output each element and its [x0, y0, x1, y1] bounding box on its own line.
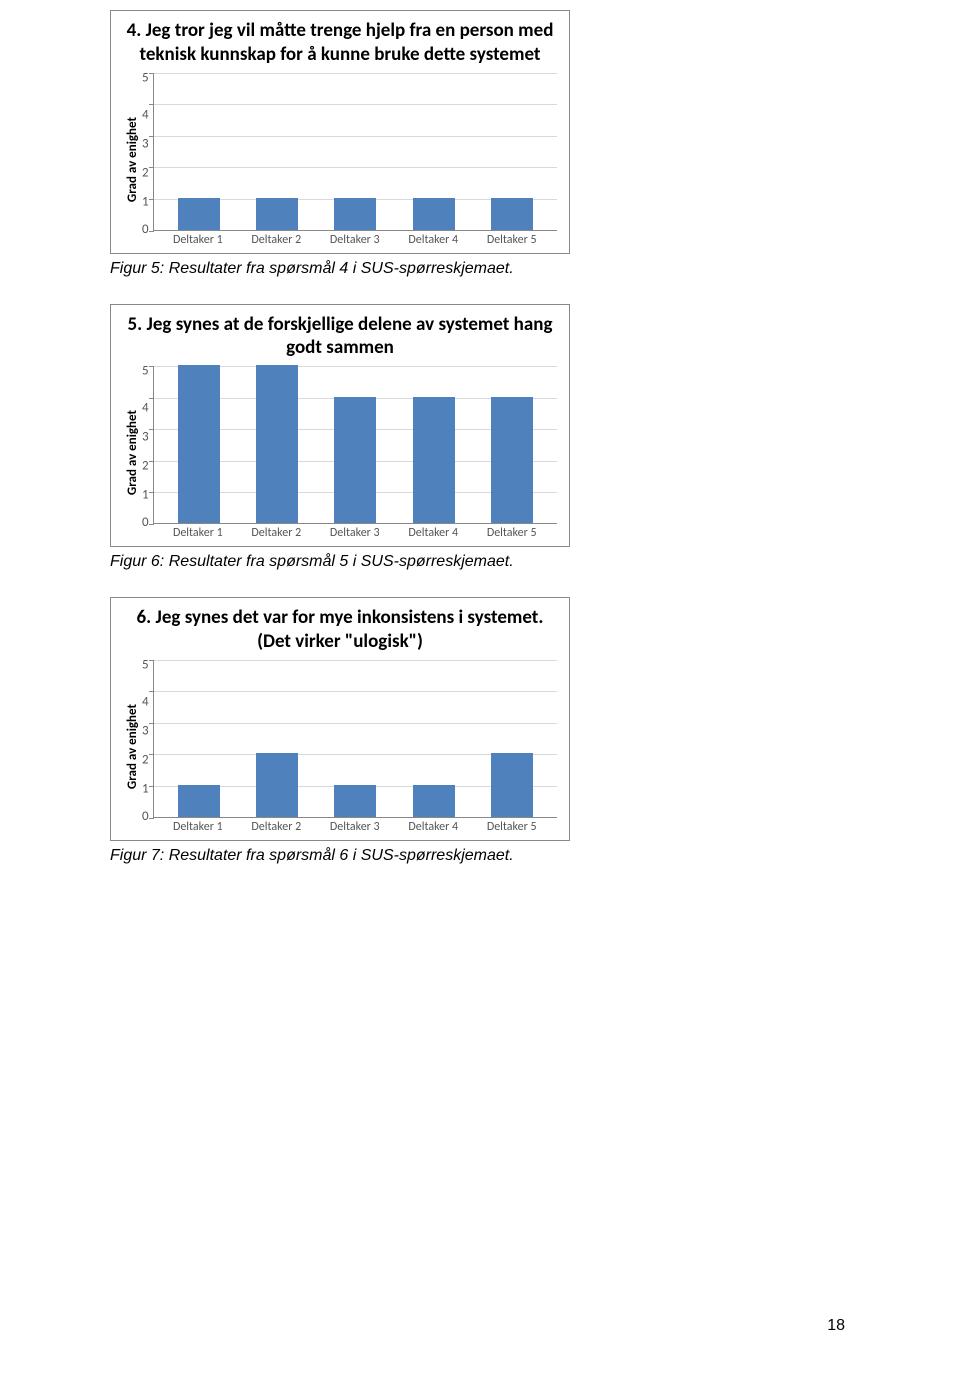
bar — [491, 198, 533, 230]
x-tick-labels: Deltaker 1 Deltaker 2 Deltaker 3 Deltaker 4… — [153, 524, 557, 540]
y-axis-label: Grad av enighet — [123, 117, 142, 202]
bar — [491, 397, 533, 523]
charts-container: 4. Jeg tror jeg vil måtte trenge hjelp f… — [110, 10, 960, 865]
y-tick-label: 1 — [142, 195, 149, 208]
x-tick-label: Deltaker 4 — [403, 233, 463, 247]
y-tick-label: 2 — [142, 166, 149, 179]
y-tick-label: 1 — [142, 782, 149, 795]
y-tick-labels: 543210 — [142, 660, 153, 818]
y-axis-label: Grad av enighet — [123, 704, 142, 789]
plot-area — [153, 660, 557, 818]
x-tick-label: Deltaker 5 — [482, 526, 542, 540]
bars-group — [154, 73, 557, 230]
y-tick-label: 2 — [142, 460, 149, 473]
bar — [178, 785, 220, 817]
plot-wrap: Grad av enighet543210Deltaker 1Deltaker … — [123, 660, 557, 834]
bar — [256, 198, 298, 230]
y-tick-label: 3 — [142, 724, 149, 737]
x-tick-label: Deltaker 3 — [325, 526, 385, 540]
bar — [178, 365, 220, 523]
y-tick-mark — [149, 231, 154, 232]
y-tick-label: 4 — [142, 108, 149, 121]
x-tick-label: Deltaker 1 — [168, 526, 228, 540]
plot-column: Deltaker 1 Deltaker 2 Deltaker 3 Deltaker 4… — [153, 73, 557, 247]
x-tick-labels: Deltaker 1 Deltaker 2 Deltaker 3 Deltaker 4… — [153, 231, 557, 247]
x-tick-label: Deltaker 4 — [403, 820, 463, 834]
y-axis-label: Grad av enighet — [123, 410, 142, 495]
y-tick-label: 0 — [142, 223, 149, 236]
x-tick-label: Deltaker 3 — [325, 820, 385, 834]
bar — [413, 785, 455, 817]
y-tick-label: 3 — [142, 431, 149, 444]
y-tick-label: 0 — [142, 810, 149, 823]
x-tick-label: Deltaker 2 — [246, 526, 306, 540]
bar — [334, 397, 376, 523]
bar — [256, 753, 298, 816]
bar — [334, 785, 376, 817]
bars-group — [154, 660, 557, 817]
y-tick-mark — [149, 524, 154, 525]
chart-title: 4. Jeg tror jeg vil måtte trenge hjelp f… — [123, 19, 557, 67]
y-tick-label: 4 — [142, 695, 149, 708]
y-tick-labels: 543210 — [142, 366, 153, 524]
chart-box: 6. Jeg synes det var for mye inkonsisten… — [110, 597, 570, 841]
plot-wrap: Grad av enighet543210Deltaker 1Deltaker … — [123, 366, 557, 540]
plot-column: Deltaker 1 Deltaker 2 Deltaker 3 Deltaker 4… — [153, 366, 557, 540]
bar — [413, 397, 455, 523]
x-tick-label: Deltaker 5 — [482, 233, 542, 247]
bar — [413, 198, 455, 230]
bar — [178, 198, 220, 230]
x-tick-label: Deltaker 1 — [168, 233, 228, 247]
bar — [334, 198, 376, 230]
y-tick-mark — [149, 818, 154, 819]
x-tick-label: Deltaker 4 — [403, 526, 463, 540]
x-tick-label: Deltaker 3 — [325, 233, 385, 247]
plot-area — [153, 366, 557, 524]
page-number: 18 — [827, 1317, 845, 1335]
y-tick-label: 5 — [142, 365, 149, 378]
y-tick-label: 1 — [142, 489, 149, 502]
figure-caption: Figur 7: Resultater fra spørsmål 6 i SUS… — [110, 847, 960, 865]
x-tick-label: Deltaker 2 — [246, 820, 306, 834]
figure-caption: Figur 5: Resultater fra spørsmål 4 i SUS… — [110, 260, 960, 278]
chart-title: 5. Jeg synes at de forskjellige delene a… — [123, 313, 557, 361]
y-tick-label: 2 — [142, 753, 149, 766]
x-tick-label: Deltaker 1 — [168, 820, 228, 834]
y-tick-labels: 543210 — [142, 73, 153, 231]
bars-group — [154, 366, 557, 523]
chart-title: 6. Jeg synes det var for mye inkonsisten… — [123, 606, 557, 654]
y-tick-label: 3 — [142, 137, 149, 150]
x-tick-label: Deltaker 5 — [482, 820, 542, 834]
bar — [491, 753, 533, 816]
plot-area — [153, 73, 557, 231]
chart-box: 4. Jeg tror jeg vil måtte trenge hjelp f… — [110, 10, 570, 254]
x-tick-labels: Deltaker 1 Deltaker 2 Deltaker 3 Deltaker 4… — [153, 818, 557, 834]
plot-column: Deltaker 1 Deltaker 2 Deltaker 3 Deltaker 4… — [153, 660, 557, 834]
y-tick-label: 0 — [142, 516, 149, 529]
bar — [256, 365, 298, 523]
figure-caption: Figur 6: Resultater fra spørsmål 5 i SUS… — [110, 553, 960, 571]
chart-box: 5. Jeg synes at de forskjellige delene a… — [110, 304, 570, 548]
y-tick-label: 4 — [142, 402, 149, 415]
y-tick-label: 5 — [142, 71, 149, 84]
y-tick-label: 5 — [142, 658, 149, 671]
plot-wrap: Grad av enighet543210Deltaker 1Deltaker … — [123, 73, 557, 247]
x-tick-label: Deltaker 2 — [246, 233, 306, 247]
